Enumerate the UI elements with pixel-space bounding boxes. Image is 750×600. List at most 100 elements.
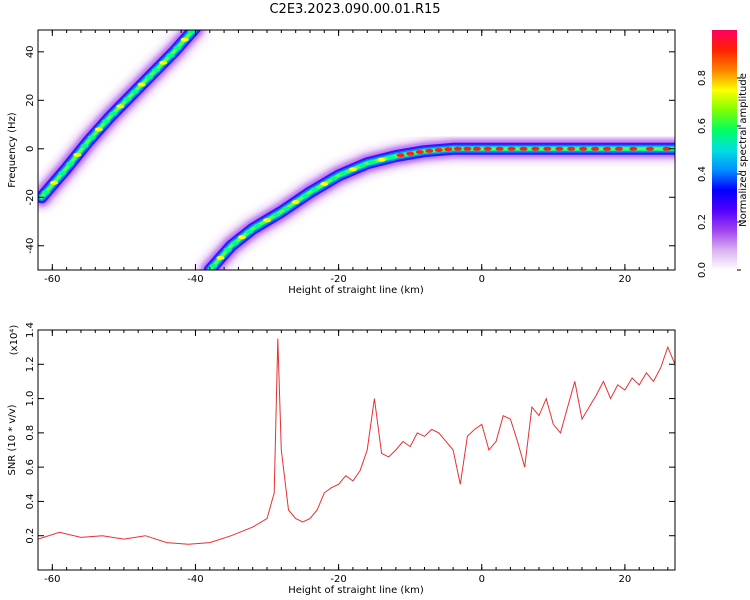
spectrogram-x-axis-title: Height of straight line (km) xyxy=(288,285,424,296)
ridge-hotspot xyxy=(591,146,600,151)
ridge-hotspot xyxy=(101,119,110,124)
ridge-hotspot xyxy=(282,206,291,211)
ridge-hotspot xyxy=(567,146,576,151)
ridge-hotspot xyxy=(555,146,564,151)
ridge-hotspot xyxy=(348,167,357,172)
ridge-hotspot xyxy=(272,212,281,217)
snr-y-tick-label: 1.2 xyxy=(25,356,36,372)
colorbar-tick-label: 0.0 xyxy=(697,262,708,278)
ridge-hotspot xyxy=(216,255,225,260)
snr-x-axis-title: Height of straight line (km) xyxy=(288,585,424,596)
snr-y-tick-label: 0.4 xyxy=(25,493,36,509)
ridge-hotspot xyxy=(123,97,132,102)
ridge-hotspot xyxy=(245,229,254,234)
spectrogram-frame xyxy=(37,29,676,271)
spectrogram-ticks: -60 -40 -20 0 20 -40 -20 0 20 40 xyxy=(25,30,675,285)
colorbar-gradient xyxy=(712,30,737,270)
chart-title: C2E3.2023.090.00.01.R15 xyxy=(269,2,441,17)
colorbar-tick-label: 0.2 xyxy=(697,214,708,230)
snr-y-multiplier: (x10⁴) xyxy=(9,325,20,356)
ridge-hotspot xyxy=(406,151,415,156)
spectrogram-x-tick-label: -40 xyxy=(187,274,203,285)
ridge-hotspot xyxy=(94,127,103,132)
snr-y-tick-label: 1.0 xyxy=(25,391,36,407)
snr-x-tick-label: -60 xyxy=(44,574,60,585)
spectrogram-x-tick-label: 0 xyxy=(479,274,485,285)
ridge-hotspot xyxy=(543,146,552,151)
ridge-hotspot xyxy=(187,30,196,34)
ridge-hotspot xyxy=(137,82,146,87)
ridge-hotspot xyxy=(223,247,232,252)
ridge-hotspot xyxy=(603,146,612,151)
ridge-hotspot xyxy=(358,163,367,168)
ridge-hotspot xyxy=(662,146,671,151)
snr-y-tick-label: 0.6 xyxy=(25,459,36,475)
ridge-hotspot xyxy=(329,176,338,181)
ridge-hotspot xyxy=(173,45,182,50)
snr-y-tick-label: 1.4 xyxy=(25,322,36,338)
ridge-hotspot xyxy=(144,75,153,80)
ridge-hotspot xyxy=(614,146,623,151)
ridge-hotspot xyxy=(301,193,310,198)
ridge-hotspot xyxy=(453,146,462,151)
ridge-hotspot xyxy=(463,146,472,151)
ridge-hotspot xyxy=(519,146,528,151)
snr-series-line xyxy=(38,338,675,545)
ridge-hotspot xyxy=(87,135,96,140)
ridge-hotspot xyxy=(629,146,638,151)
ridge-hotspot xyxy=(531,146,540,151)
ridge-hotspot xyxy=(645,146,654,151)
ridge-hotspot xyxy=(507,146,516,151)
ridge-hotspot xyxy=(472,146,481,151)
snr-y-tick-label: 0.8 xyxy=(25,425,36,441)
ridge-hotspot xyxy=(58,171,67,176)
colorbar-tick-label: 0.4 xyxy=(697,166,708,182)
ridge-hotspot xyxy=(579,146,588,151)
ridge-hotspot xyxy=(320,181,329,186)
ridge-hotspot xyxy=(444,147,453,152)
ridge-hotspot xyxy=(415,150,424,155)
ridge-hotspot xyxy=(73,152,82,157)
colorbar-tick-label: 0.8 xyxy=(697,70,708,86)
ridge-hotspot xyxy=(50,180,59,185)
snr-plot-area xyxy=(38,330,675,570)
ridge-hotspot xyxy=(434,148,443,152)
snr-x-tick-label: 20 xyxy=(619,574,632,585)
ridge-hotspot xyxy=(310,187,319,192)
spectrogram-ridges xyxy=(38,30,675,270)
ridge-hotspot xyxy=(109,111,118,116)
spectrogram-x-tick-label: -60 xyxy=(44,274,60,285)
spectrogram-y-tick-label: -20 xyxy=(25,189,36,205)
ridge-hotspot xyxy=(387,155,396,160)
spectrogram-x-tick-label: 20 xyxy=(619,274,632,285)
spectrogram-y-tick-label: -40 xyxy=(25,238,36,254)
spectrogram-y-tick-label: 0 xyxy=(25,146,36,152)
colorbar-tick-label: 0.6 xyxy=(697,118,708,134)
snr-frame xyxy=(37,329,676,571)
snr-y-tick-label: 0.2 xyxy=(25,528,36,544)
ridge-hotspot xyxy=(80,143,89,148)
snr-x-tick-label: 0 xyxy=(479,574,485,585)
snr-panel: -60 -40 -20 0 20 0.2 0.4 0.6 0.8 1.0 1.2 1.4 Height… xyxy=(7,322,676,596)
ridge-hotspot xyxy=(159,60,168,65)
ridge-hotspot xyxy=(66,161,75,166)
ridge-hotspot xyxy=(230,240,239,245)
spectrogram-panel: -60 -40 -20 0 20 -40 -20 0 20 40 Height of straig… xyxy=(7,29,676,296)
ridge-hotspot xyxy=(116,104,125,109)
ridge-hotspot xyxy=(209,263,218,268)
snr-x-tick-label: -40 xyxy=(187,574,203,585)
snr-ticks: -60 -40 -20 0 20 0.2 0.4 0.6 0.8 1.0 1.2 1.4 xyxy=(25,322,675,585)
spectrogram-y-axis-title: Frequency (Hz) xyxy=(7,112,18,188)
ridge-hotspot xyxy=(237,235,246,240)
ridge-hotspot xyxy=(180,37,189,42)
snr-x-tick-label: -20 xyxy=(330,574,346,585)
ridge-hotspot xyxy=(425,148,434,153)
ridge-hotspot xyxy=(483,146,492,151)
ridge-hotspot xyxy=(377,157,386,162)
ridge-hotspot xyxy=(396,153,405,158)
ridge-hotspot xyxy=(368,160,377,165)
colorbar: 0.0 0.2 0.4 0.6 0.8 Normalized spectral ampl… xyxy=(697,30,749,278)
ridge-hotspot xyxy=(130,89,139,94)
ridge-hotspot xyxy=(152,68,161,72)
